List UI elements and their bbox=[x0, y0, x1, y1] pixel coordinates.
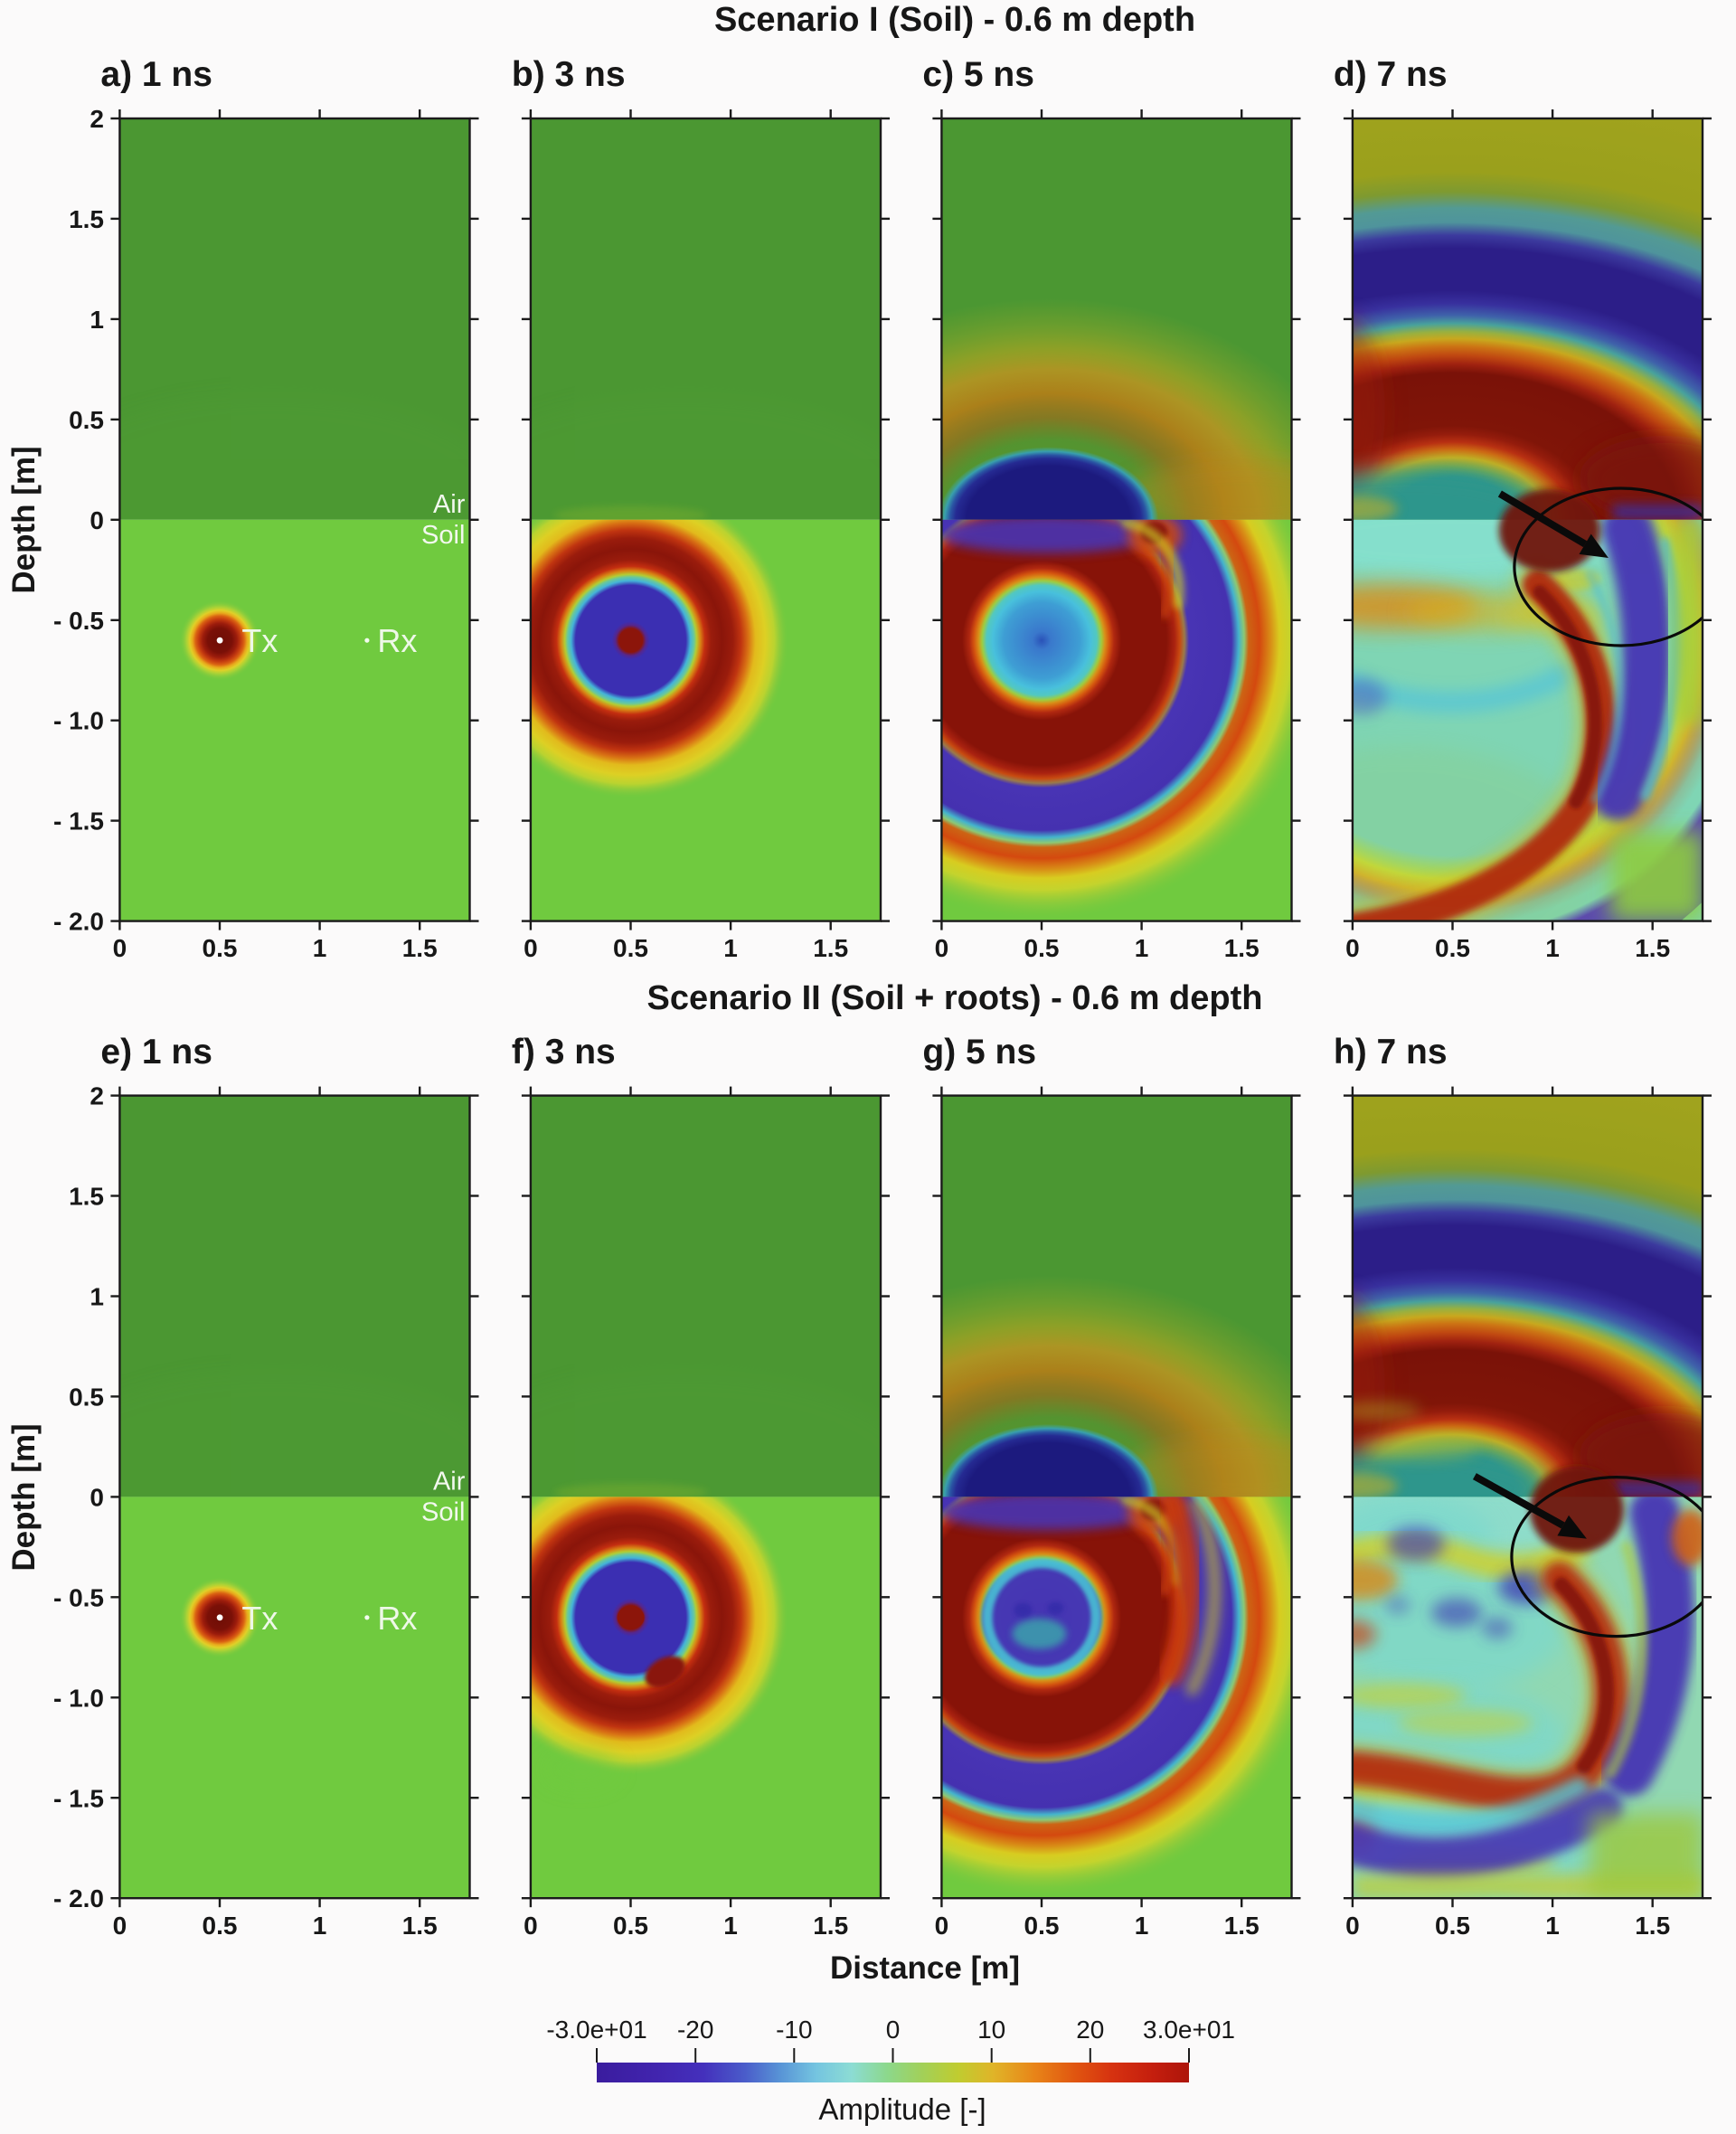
svg-text:Rx: Rx bbox=[377, 1600, 417, 1637]
svg-text:1.5: 1.5 bbox=[402, 1912, 438, 1940]
svg-text:1.5: 1.5 bbox=[813, 1912, 848, 1940]
svg-text:0.5: 0.5 bbox=[1435, 1912, 1470, 1940]
svg-text:d) 7 ns: d) 7 ns bbox=[1334, 55, 1448, 94]
svg-text:- 2.0: - 2.0 bbox=[53, 908, 104, 936]
svg-text:Tx: Tx bbox=[241, 622, 278, 659]
svg-text:0: 0 bbox=[524, 934, 538, 962]
svg-text:0.5: 0.5 bbox=[613, 934, 648, 962]
svg-text:Amplitude [-]: Amplitude [-] bbox=[818, 2092, 986, 2126]
svg-text:- 1.5: - 1.5 bbox=[53, 1784, 104, 1812]
svg-text:1: 1 bbox=[1545, 1912, 1560, 1940]
svg-text:- 1.0: - 1.0 bbox=[53, 707, 104, 735]
svg-text:10: 10 bbox=[977, 2016, 1005, 2044]
svg-text:- 1.5: - 1.5 bbox=[53, 807, 104, 836]
svg-text:0.5: 0.5 bbox=[613, 1912, 648, 1940]
svg-text:1: 1 bbox=[313, 1912, 327, 1940]
svg-text:1.5: 1.5 bbox=[402, 934, 438, 962]
svg-text:20: 20 bbox=[1076, 2016, 1104, 2044]
svg-text:0: 0 bbox=[113, 934, 127, 962]
svg-text:0: 0 bbox=[524, 1912, 538, 1940]
svg-text:1.5: 1.5 bbox=[1635, 934, 1670, 962]
svg-text:0: 0 bbox=[113, 1912, 127, 1940]
svg-text:- 2.0: - 2.0 bbox=[53, 1884, 104, 1912]
svg-text:0.5: 0.5 bbox=[69, 406, 104, 434]
svg-text:Air: Air bbox=[433, 490, 466, 519]
svg-text:g) 5 ns: g) 5 ns bbox=[922, 1033, 1036, 1072]
svg-text:1: 1 bbox=[1135, 934, 1149, 962]
svg-text:0.5: 0.5 bbox=[1024, 1912, 1060, 1940]
svg-text:Soil: Soil bbox=[421, 521, 465, 550]
svg-text:0: 0 bbox=[1345, 934, 1360, 962]
svg-text:c) 5 ns: c) 5 ns bbox=[922, 55, 1034, 94]
svg-text:-3.0e+01: -3.0e+01 bbox=[546, 2016, 646, 2044]
svg-text:1: 1 bbox=[90, 1283, 104, 1311]
svg-text:0: 0 bbox=[90, 1483, 104, 1511]
svg-text:0.5: 0.5 bbox=[203, 934, 238, 962]
svg-text:0.5: 0.5 bbox=[1024, 934, 1060, 962]
svg-text:1: 1 bbox=[723, 934, 738, 962]
svg-text:1: 1 bbox=[90, 306, 104, 334]
svg-text:1: 1 bbox=[1135, 1912, 1149, 1940]
svg-text:0: 0 bbox=[935, 934, 949, 962]
svg-text:Scenario II (Soil + roots) - 0: Scenario II (Soil + roots) - 0.6 m depth bbox=[647, 979, 1263, 1017]
svg-text:a) 1 ns: a) 1 ns bbox=[100, 55, 212, 94]
svg-text:2: 2 bbox=[90, 1082, 104, 1110]
svg-text:0: 0 bbox=[935, 1912, 949, 1940]
svg-text:-10: -10 bbox=[776, 2016, 812, 2044]
svg-text:Air: Air bbox=[433, 1467, 466, 1496]
svg-text:1.5: 1.5 bbox=[813, 934, 848, 962]
svg-text:f) 3 ns: f) 3 ns bbox=[512, 1033, 616, 1072]
svg-text:e) 1 ns: e) 1 ns bbox=[100, 1033, 212, 1072]
svg-text:2: 2 bbox=[90, 105, 104, 133]
svg-text:1: 1 bbox=[1545, 934, 1560, 962]
svg-text:Distance [m]: Distance [m] bbox=[830, 1950, 1020, 1986]
svg-text:- 0.5: - 0.5 bbox=[53, 1583, 104, 1611]
svg-text:Depth [m]: Depth [m] bbox=[6, 1423, 42, 1571]
svg-text:Soil: Soil bbox=[421, 1497, 465, 1526]
svg-text:1.5: 1.5 bbox=[1635, 1912, 1670, 1940]
svg-text:- 1.0: - 1.0 bbox=[53, 1684, 104, 1712]
svg-text:0.5: 0.5 bbox=[203, 1912, 238, 1940]
svg-text:1: 1 bbox=[313, 934, 327, 962]
svg-text:0.5: 0.5 bbox=[1435, 934, 1470, 962]
svg-text:3.0e+01: 3.0e+01 bbox=[1143, 2016, 1235, 2044]
svg-text:- 0.5: - 0.5 bbox=[53, 607, 104, 635]
svg-text:1.5: 1.5 bbox=[69, 205, 104, 233]
svg-text:Tx: Tx bbox=[241, 1600, 278, 1637]
svg-text:1: 1 bbox=[723, 1912, 738, 1940]
svg-text:0: 0 bbox=[1345, 1912, 1360, 1940]
svg-text:1.5: 1.5 bbox=[1224, 934, 1260, 962]
svg-text:0: 0 bbox=[90, 506, 104, 534]
svg-text:Scenario I (Soil) - 0.6 m dept: Scenario I (Soil) - 0.6 m depth bbox=[714, 1, 1195, 39]
svg-text:1.5: 1.5 bbox=[69, 1183, 104, 1211]
svg-text:0.5: 0.5 bbox=[69, 1383, 104, 1411]
svg-text:0: 0 bbox=[886, 2016, 901, 2044]
svg-text:Rx: Rx bbox=[377, 622, 417, 659]
svg-text:b) 3 ns: b) 3 ns bbox=[512, 55, 626, 94]
svg-text:-20: -20 bbox=[677, 2016, 713, 2044]
svg-text:h) 7 ns: h) 7 ns bbox=[1334, 1033, 1448, 1072]
svg-text:1.5: 1.5 bbox=[1224, 1912, 1260, 1940]
svg-text:Depth [m]: Depth [m] bbox=[6, 446, 42, 593]
